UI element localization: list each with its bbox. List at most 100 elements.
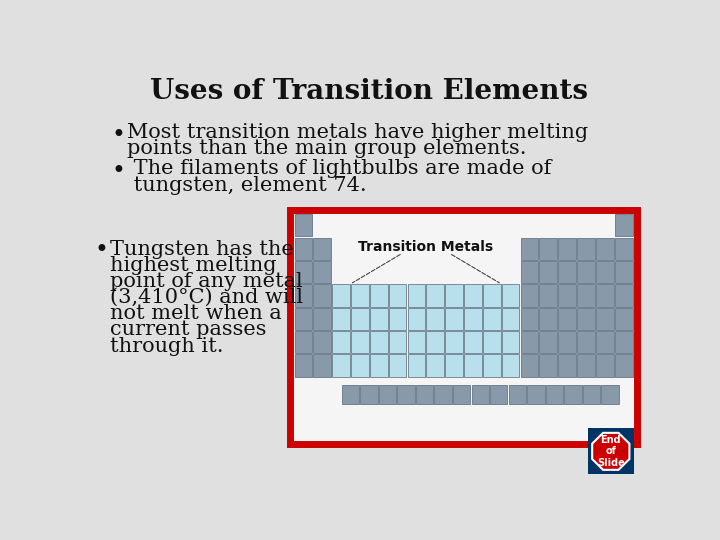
Bar <box>313 238 331 260</box>
Bar <box>601 386 618 404</box>
Bar <box>332 284 350 307</box>
Bar <box>389 284 407 307</box>
Bar <box>294 238 312 260</box>
Bar <box>483 284 500 307</box>
Text: highest melting: highest melting <box>110 256 276 275</box>
Bar <box>389 331 407 353</box>
Text: (3,410°C) and will: (3,410°C) and will <box>110 288 303 307</box>
Bar <box>313 261 331 283</box>
Bar <box>521 238 539 260</box>
Bar <box>351 331 369 353</box>
Bar <box>596 284 613 307</box>
Bar <box>521 354 539 376</box>
Text: through it.: through it. <box>110 336 224 356</box>
Bar <box>539 261 557 283</box>
Bar <box>596 238 613 260</box>
Bar <box>453 386 470 404</box>
Bar <box>464 354 482 376</box>
Text: tungsten, element 74.: tungsten, element 74. <box>127 176 366 195</box>
Bar <box>577 354 595 376</box>
Bar <box>502 284 519 307</box>
Bar <box>464 331 482 353</box>
Bar <box>313 354 331 376</box>
Bar <box>582 386 600 404</box>
Bar <box>370 308 387 330</box>
Bar <box>313 331 331 353</box>
Bar <box>294 308 312 330</box>
Bar <box>521 261 539 283</box>
Bar <box>408 331 426 353</box>
Bar <box>558 261 576 283</box>
Bar <box>558 308 576 330</box>
Bar <box>342 386 359 404</box>
Polygon shape <box>592 433 629 470</box>
Text: •: • <box>112 123 125 146</box>
Bar <box>445 354 463 376</box>
Bar <box>546 386 563 404</box>
Bar <box>521 308 539 330</box>
Text: points than the main group elements.: points than the main group elements. <box>127 139 527 159</box>
Bar <box>351 354 369 376</box>
Bar <box>426 354 444 376</box>
Bar <box>615 238 632 260</box>
Bar <box>539 331 557 353</box>
Bar <box>539 308 557 330</box>
Bar <box>615 308 632 330</box>
Bar <box>508 386 526 404</box>
Bar <box>313 284 331 307</box>
Bar <box>577 261 595 283</box>
Bar <box>397 386 415 404</box>
Bar <box>483 331 500 353</box>
Bar <box>615 284 632 307</box>
Bar <box>389 308 407 330</box>
Bar <box>290 210 637 444</box>
Text: Most transition metals have higher melting: Most transition metals have higher melti… <box>127 123 588 141</box>
Bar <box>389 354 407 376</box>
Bar <box>615 354 632 376</box>
Text: not melt when a: not melt when a <box>110 304 282 323</box>
Text: End
of
Slide: End of Slide <box>597 435 625 468</box>
Text: Uses of Transition Elements: Uses of Transition Elements <box>150 78 588 105</box>
Bar <box>483 308 500 330</box>
Bar <box>521 284 539 307</box>
Text: The filaments of lightbulbs are made of: The filaments of lightbulbs are made of <box>127 159 552 178</box>
Bar <box>615 331 632 353</box>
Text: point of any metal: point of any metal <box>110 272 303 291</box>
Bar <box>294 214 312 237</box>
Bar <box>294 284 312 307</box>
Bar <box>521 331 539 353</box>
Bar <box>577 284 595 307</box>
Bar <box>577 331 595 353</box>
Bar <box>445 308 463 330</box>
Bar <box>596 354 613 376</box>
Bar <box>464 308 482 330</box>
Bar <box>379 386 396 404</box>
Bar <box>408 354 426 376</box>
Bar <box>332 308 350 330</box>
Bar <box>472 386 489 404</box>
Bar <box>502 354 519 376</box>
Bar <box>426 284 444 307</box>
Bar <box>370 354 387 376</box>
Bar <box>332 331 350 353</box>
Bar <box>558 354 576 376</box>
Bar <box>539 238 557 260</box>
Bar <box>351 284 369 307</box>
Bar <box>502 308 519 330</box>
Bar <box>464 284 482 307</box>
Text: current passes: current passes <box>110 320 266 340</box>
Bar <box>539 354 557 376</box>
Bar <box>596 331 613 353</box>
Bar <box>360 386 377 404</box>
Bar <box>426 331 444 353</box>
Bar <box>615 214 632 237</box>
Bar <box>445 331 463 353</box>
Bar <box>370 331 387 353</box>
Text: Transition Metals: Transition Metals <box>359 240 493 254</box>
Bar <box>483 354 500 376</box>
Bar <box>416 386 433 404</box>
Bar <box>370 284 387 307</box>
Bar <box>313 308 331 330</box>
Bar <box>426 308 444 330</box>
Bar <box>558 331 576 353</box>
